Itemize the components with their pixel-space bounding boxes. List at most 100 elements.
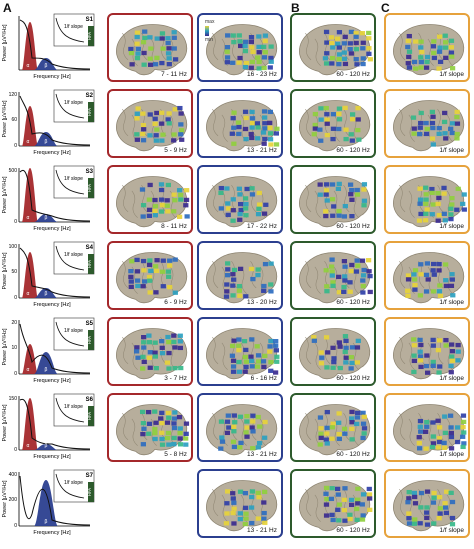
brain-surface: [299, 252, 373, 304]
subject-label: S4: [86, 245, 94, 251]
spectrum-ytick: 150: [9, 396, 18, 402]
alpha-symbol: α: [27, 139, 30, 145]
subject-label: S1: [86, 17, 94, 23]
band-label: 1/f slope: [439, 147, 464, 154]
colorbar-legend: max min: [205, 19, 214, 43]
spectrum-ytick: 0: [14, 447, 17, 453]
spectrum-ytick: 60: [11, 117, 17, 123]
band-label: 1/f slope: [439, 223, 464, 230]
hfa-map-card: 60 - 120 Hz: [290, 469, 376, 538]
inset-label: 1/f slope: [64, 404, 83, 410]
panel-letter-b: B: [291, 1, 300, 15]
band-label: 5 - 8 Hz: [164, 451, 187, 458]
spectrum-ytick: 10: [11, 345, 17, 351]
band-label: 60 - 120 Hz: [336, 71, 370, 78]
subject-row: Power [µV²/Hz] 20 10 0 Frequency [Hz] α β 1/f s…: [0, 316, 474, 387]
spectrum-ylabel: Power [µV²/Hz]: [2, 100, 8, 138]
alpha-map-card: 3 - 7 Hz: [107, 317, 193, 386]
spectrum-ytick: 50: [11, 269, 17, 275]
brain-surface: [299, 24, 373, 76]
power-spectrum-plot: Power [µV²/Hz]20 10 0 Frequency [Hz]α β 1/f s…: [2, 317, 95, 384]
colorbar-min: min: [205, 37, 214, 43]
brain-surface: [393, 404, 467, 456]
alpha-symbol: α: [27, 63, 30, 69]
subject-row: Power [µV²/Hz] 120 60 0 Frequency [Hz] α β 1/f …: [0, 88, 474, 159]
band-label: 60 - 120 Hz: [336, 451, 370, 458]
brain-surface: [393, 100, 465, 152]
hfa-map-card: 60 - 120 Hz: [290, 165, 376, 234]
spectrum-panel: Power [µV²/Hz] 100 50 0 Frequency [Hz] α β 1/f …: [0, 240, 104, 311]
hfa-label: HFA: [87, 108, 92, 116]
brain-surface: [393, 328, 465, 380]
subject-row: Power [µV²/Hz] 500 0 Frequency [Hz] α β 1/f sl…: [0, 164, 474, 235]
brain-surface: [393, 176, 467, 228]
band-label: 3 - 7 Hz: [164, 375, 187, 382]
power-spectrum-plot: Power [µV²/Hz] Frequency [Hz]α β 1/f slopeS…: [2, 13, 95, 80]
spectrum-ylabel: Power [µV²/Hz]: [2, 252, 8, 290]
beta-symbol: β: [45, 63, 48, 69]
spectrum-panel: Power [µV²/Hz] 20 10 0 Frequency [Hz] α β 1/f s…: [0, 316, 104, 387]
slope-map-card: 1/f slope: [384, 317, 470, 386]
colorbar-max: max: [205, 19, 215, 25]
beta-map-card: 16 - 23 Hz max min: [197, 13, 283, 82]
band-label: 17 - 22 Hz: [247, 223, 277, 230]
power-spectrum-plot: Power [µV²/Hz]120 60 0 Frequency [Hz]α β 1/f …: [2, 89, 95, 156]
alpha-symbol: α: [27, 215, 30, 221]
power-spectrum-plot: Power [µV²/Hz]400 200 0 Frequency [Hz] β 1/f …: [2, 469, 95, 536]
slope-map-card: 1/f slope: [384, 241, 470, 310]
inset-label: 1/f slope: [64, 176, 83, 182]
brain-surface: [393, 480, 465, 532]
alpha-symbol: α: [27, 367, 30, 373]
brain-surface: [299, 328, 371, 380]
beta-symbol: β: [45, 291, 48, 297]
spectrum-ylabel: Power [µV²/Hz]: [2, 328, 8, 366]
spectrum-xlabel: Frequency [Hz]: [33, 530, 71, 536]
inset-label: 1/f slope: [64, 100, 83, 106]
alpha-map-card: 7 - 11 Hz: [107, 13, 193, 82]
inset-label: 1/f slope: [64, 252, 83, 258]
beta-symbol: β: [45, 139, 48, 145]
panel-letter-a: A: [3, 1, 12, 15]
spectrum-ytick: 200: [9, 497, 18, 503]
band-label: 6 - 16 Hz: [250, 375, 277, 382]
band-label: 1/f slope: [439, 375, 464, 382]
alpha-symbol: α: [27, 443, 30, 449]
spectrum-ytick: 500: [9, 168, 18, 174]
alpha-map-card: 6 - 9 Hz: [107, 241, 193, 310]
spectrum-ytick: 400: [9, 472, 18, 478]
brain-surface: [299, 176, 371, 228]
band-label: 60 - 120 Hz: [336, 223, 370, 230]
alpha-map-card: 8 - 11 Hz: [107, 165, 193, 234]
inset-label: 1/f slope: [64, 328, 83, 334]
hfa-label: HFA: [87, 336, 92, 344]
slope-map-card: 1/f slope: [384, 13, 470, 82]
alpha-map-card: 5 - 8 Hz: [107, 393, 193, 462]
brain-surface: [393, 24, 465, 76]
spectrum-xlabel: Frequency [Hz]: [33, 150, 71, 156]
beta-map-card: 13 - 21 Hz: [197, 89, 283, 158]
spectrum-panel: Power [µV²/Hz] Frequency [Hz] α β 1/f slope S…: [0, 12, 104, 83]
band-label: 1/f slope: [439, 451, 464, 458]
subject-row: Power [µV²/Hz] 150 0 Frequency [Hz] α β 1/f sl…: [0, 392, 474, 463]
subject-label: S6: [86, 397, 94, 403]
power-spectrum-plot: Power [µV²/Hz]100 50 0 Frequency [Hz]α β 1/f …: [2, 241, 95, 308]
beta-symbol: β: [45, 215, 48, 221]
hfa-map-card: 60 - 120 Hz: [290, 13, 376, 82]
beta-symbol: β: [45, 443, 48, 449]
inset-label: 1/f slope: [64, 480, 83, 486]
beta-map-card: 17 - 22 Hz: [197, 165, 283, 234]
brain-surface: [116, 24, 188, 76]
brain-surface: [116, 404, 190, 456]
band-label: 60 - 120 Hz: [336, 299, 370, 306]
band-label: 13 - 21 Hz: [247, 147, 277, 154]
band-label: 8 - 11 Hz: [161, 223, 187, 230]
brain-surface: [116, 100, 188, 152]
band-label: 1/f slope: [439, 71, 464, 78]
alpha-symbol: α: [27, 291, 30, 297]
brain-surface: [206, 328, 280, 380]
panel-letter-c: C: [381, 1, 390, 15]
brain-surface: [206, 480, 278, 532]
band-label: 5 - 9 Hz: [164, 147, 187, 154]
beta-symbol: β: [45, 519, 48, 525]
spectrum-xlabel: Frequency [Hz]: [33, 378, 71, 384]
